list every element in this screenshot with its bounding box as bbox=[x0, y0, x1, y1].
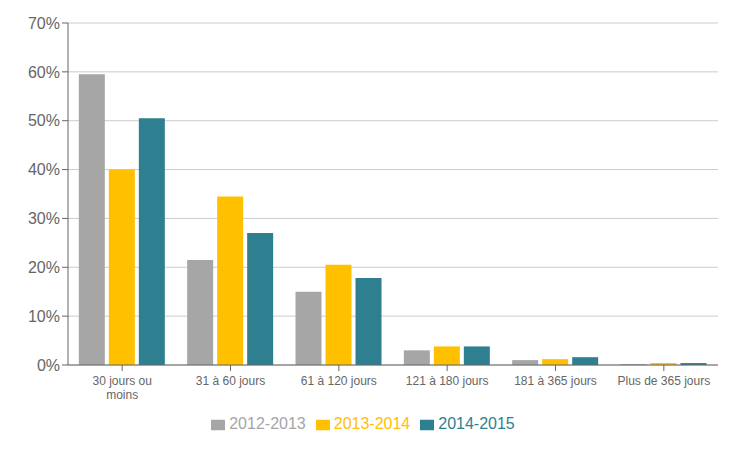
svg-text:121 à 180 jours: 121 à 180 jours bbox=[406, 374, 489, 388]
svg-text:61 à 120 jours: 61 à 120 jours bbox=[301, 374, 377, 388]
svg-text:181 à 365 jours: 181 à 365 jours bbox=[514, 374, 597, 388]
svg-text:20%: 20% bbox=[28, 259, 60, 276]
html-text:2012-2013: 2012-2013 bbox=[229, 415, 306, 432]
svg-text:60%: 60% bbox=[28, 64, 60, 81]
svg-text:Plus de 365 jours: Plus de 365 jours bbox=[617, 374, 710, 388]
svg-text:40%: 40% bbox=[28, 161, 60, 178]
svg-text:70%: 70% bbox=[28, 15, 60, 32]
svg-text:31 à 60 jours: 31 à 60 jours bbox=[196, 374, 265, 388]
svg-text:10%: 10% bbox=[28, 308, 60, 325]
html-text:2013-2014: 2013-2014 bbox=[333, 415, 411, 432]
svg-text:50%: 50% bbox=[28, 112, 60, 129]
svg-text:30 jours oumoins: 30 jours oumoins bbox=[92, 374, 151, 402]
svg-text:30%: 30% bbox=[28, 210, 60, 227]
svg-text:0%: 0% bbox=[37, 357, 60, 374]
html-text:2014-2015: 2014-2015 bbox=[438, 415, 515, 432]
